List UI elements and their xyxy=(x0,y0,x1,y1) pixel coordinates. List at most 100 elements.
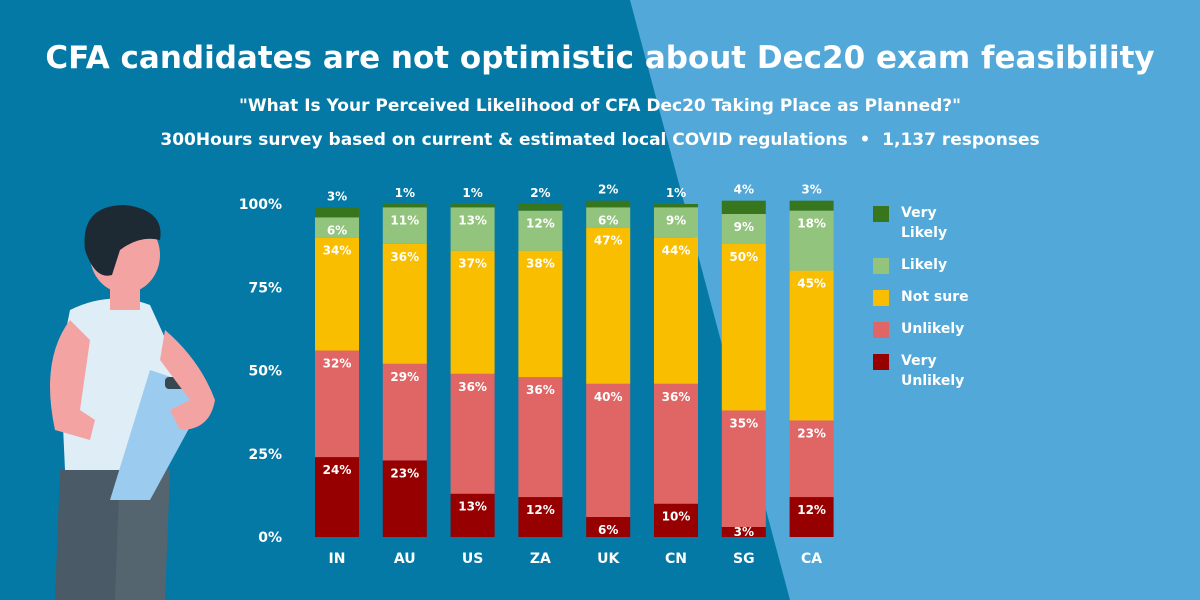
data-label: 45% xyxy=(797,277,826,291)
data-label: 6% xyxy=(598,213,618,227)
legend-label: Very Unlikely xyxy=(901,353,965,389)
data-label: 24% xyxy=(323,463,352,477)
bar-segment xyxy=(721,243,766,411)
x-tick-label: CN xyxy=(665,551,687,567)
data-label: 1% xyxy=(395,186,415,200)
bar-segment xyxy=(789,200,834,211)
background-light-panel xyxy=(630,0,1200,600)
bar-segment xyxy=(382,204,427,208)
data-label: 3% xyxy=(801,183,821,197)
data-label: 9% xyxy=(734,220,754,234)
legend-swatch xyxy=(873,322,889,338)
bar-segment xyxy=(586,227,631,384)
legend-item-unlikely: Unlikely xyxy=(873,321,971,339)
data-label: 23% xyxy=(797,426,826,440)
bar-segment xyxy=(518,377,563,498)
bar-segment xyxy=(654,503,698,537)
legend: Very Likely Likely Not sure Unlikely Ver… xyxy=(873,205,971,405)
bar-segment xyxy=(789,420,834,498)
data-label: 12% xyxy=(797,503,826,517)
data-label: 13% xyxy=(458,213,487,227)
data-label: 10% xyxy=(662,510,691,524)
data-label: 11% xyxy=(390,213,419,227)
bar-segment xyxy=(518,250,563,378)
data-label: 13% xyxy=(458,500,487,514)
data-label: 50% xyxy=(729,250,758,264)
bar-segment xyxy=(789,210,834,271)
data-label: 32% xyxy=(323,357,352,371)
bar-segment xyxy=(586,200,631,208)
data-label: 36% xyxy=(662,390,691,404)
bar-segment xyxy=(654,204,698,208)
data-label: 2% xyxy=(530,186,550,200)
data-label: 36% xyxy=(390,250,419,264)
data-label: 36% xyxy=(526,383,555,397)
bar-segment xyxy=(315,237,359,351)
legend-item-very-unlikely: Very Unlikely xyxy=(873,353,971,391)
bar-segment xyxy=(315,350,359,458)
legend-label: Likely xyxy=(901,257,948,273)
bar-segment xyxy=(382,460,427,537)
data-label: 23% xyxy=(390,466,419,480)
bar-segment xyxy=(518,210,563,251)
bar-segment xyxy=(789,497,834,537)
bar-segment xyxy=(518,204,563,211)
data-label: 6% xyxy=(598,523,618,537)
data-label: 18% xyxy=(797,217,826,231)
bar-segment xyxy=(654,237,698,384)
data-label: 36% xyxy=(458,380,487,394)
legend-label: Not sure xyxy=(901,289,969,305)
chart-subtitle: "What Is Your Perceived Likelihood of CF… xyxy=(238,96,962,116)
bar-segment xyxy=(721,200,766,214)
data-label: 34% xyxy=(323,243,352,257)
data-label: 4% xyxy=(734,183,754,197)
data-label: 47% xyxy=(594,233,623,247)
legend-swatch xyxy=(873,354,889,370)
bar-segment xyxy=(382,243,427,364)
data-label: 3% xyxy=(734,525,754,539)
x-tick-label: CA xyxy=(801,551,822,567)
x-tick-label: IN xyxy=(329,551,346,567)
legend-label: Very Likely xyxy=(901,205,948,241)
data-label: 40% xyxy=(594,390,623,404)
source-line: 300Hours survey based on current & estim… xyxy=(160,130,1040,150)
bar-segment xyxy=(450,207,495,251)
page-title: CFA candidates are not optimistic about … xyxy=(45,40,1155,76)
person-illustration xyxy=(50,205,215,600)
x-tick-label: AU xyxy=(394,551,416,567)
data-label: 2% xyxy=(598,183,618,197)
legend-swatch xyxy=(873,258,889,274)
data-label: 6% xyxy=(327,223,347,237)
data-label: 35% xyxy=(729,416,758,430)
data-label: 12% xyxy=(526,503,555,517)
data-label: 1% xyxy=(462,186,482,200)
bar-segment xyxy=(721,527,766,537)
y-tick-label: 25% xyxy=(248,447,282,463)
x-tick-label: US xyxy=(462,551,483,567)
legend-item-very-likely: Very Likely xyxy=(873,205,971,243)
bar-segment xyxy=(382,207,427,244)
x-tick-label: ZA xyxy=(530,551,551,567)
x-tick-label: UK xyxy=(597,551,620,567)
bar-segment xyxy=(315,207,359,218)
y-tick-label: 75% xyxy=(248,280,282,296)
legend-swatch xyxy=(873,290,889,306)
bar-segment xyxy=(315,217,359,238)
y-tick-label: 100% xyxy=(239,197,282,213)
legend-item-likely: Likely xyxy=(873,257,971,275)
data-label: 38% xyxy=(526,257,555,271)
data-label: 1% xyxy=(666,186,686,200)
bar-segment xyxy=(315,457,359,537)
bar-segment xyxy=(654,383,698,504)
bar-segment xyxy=(654,207,698,238)
bar-segment xyxy=(586,383,631,518)
data-label: 12% xyxy=(526,217,555,231)
data-label: 44% xyxy=(662,243,691,257)
data-label: 29% xyxy=(390,370,419,384)
legend-label: Unlikely xyxy=(901,321,965,337)
x-tick-label: SG xyxy=(733,551,755,567)
bar-segment xyxy=(586,207,631,228)
bar-segment xyxy=(518,497,563,537)
